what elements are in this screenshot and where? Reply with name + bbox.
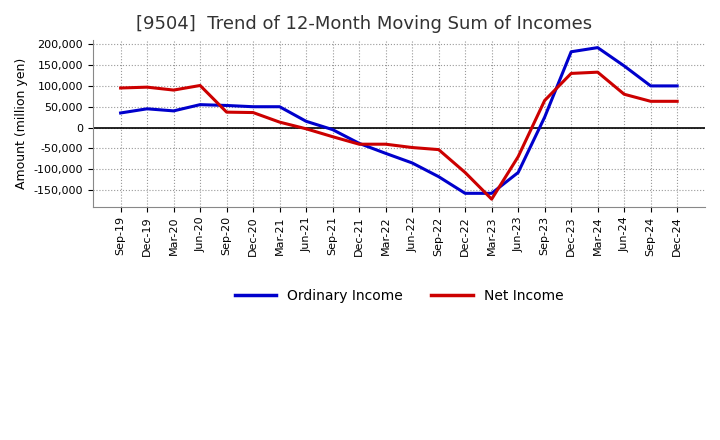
Net Income [487,197,496,202]
Net Income [593,70,602,75]
Ordinary Income [673,83,682,88]
Net Income [620,92,629,97]
Ordinary Income [620,63,629,69]
Ordinary Income [169,108,178,114]
Ordinary Income [222,103,231,108]
Ordinary Income [434,174,443,180]
Ordinary Income [302,119,310,124]
Ordinary Income [328,127,337,132]
Text: [9504]  Trend of 12-Month Moving Sum of Incomes: [9504] Trend of 12-Month Moving Sum of I… [135,15,592,33]
Net Income [249,110,258,115]
Ordinary Income [249,104,258,110]
Net Income [567,71,575,76]
Net Income [117,85,125,91]
Net Income [461,170,469,175]
Legend: Ordinary Income, Net Income: Ordinary Income, Net Income [229,283,569,308]
Net Income [434,147,443,152]
Ordinary Income [275,104,284,110]
Net Income [355,142,364,147]
Net Income [382,142,390,147]
Ordinary Income [487,191,496,196]
Ordinary Income [382,151,390,156]
Ordinary Income [514,170,523,175]
Net Income [408,145,416,150]
Y-axis label: Amount (million yen): Amount (million yen) [15,58,28,189]
Ordinary Income [647,83,655,88]
Ordinary Income [408,160,416,165]
Net Income [222,110,231,115]
Ordinary Income [540,114,549,120]
Net Income [302,126,310,132]
Ordinary Income [593,45,602,50]
Ordinary Income [196,102,204,107]
Ordinary Income [355,141,364,146]
Ordinary Income [117,110,125,116]
Net Income [540,98,549,103]
Line: Ordinary Income: Ordinary Income [121,48,678,193]
Ordinary Income [461,191,469,196]
Net Income [514,154,523,159]
Net Income [647,99,655,104]
Ordinary Income [143,106,151,111]
Net Income [169,88,178,93]
Net Income [196,83,204,88]
Net Income [328,134,337,139]
Net Income [143,84,151,90]
Ordinary Income [567,49,575,55]
Line: Net Income: Net Income [121,72,678,199]
Net Income [673,99,682,104]
Net Income [275,120,284,125]
